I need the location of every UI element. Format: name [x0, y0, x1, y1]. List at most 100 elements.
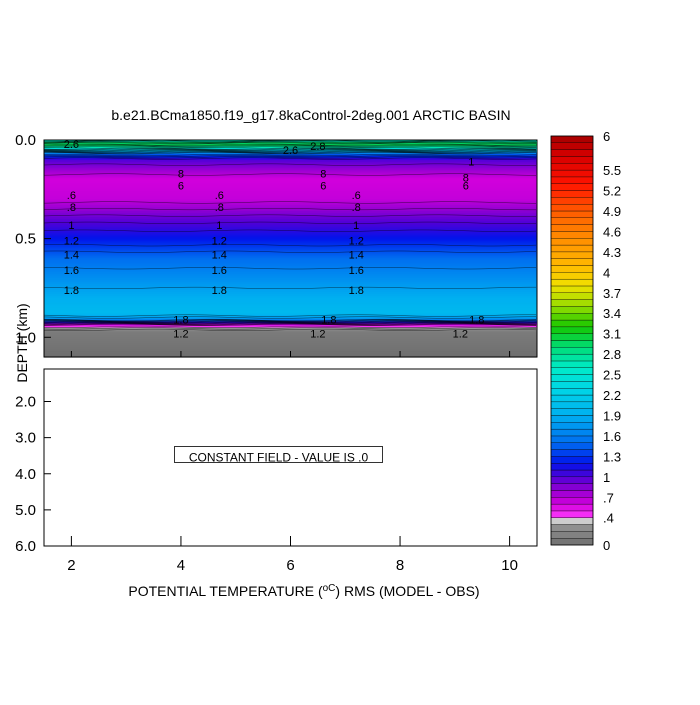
heatmap-band: [44, 313, 537, 317]
colorbar-swatch: [550, 231, 594, 239]
colorbar-swatch: [550, 285, 594, 293]
colorbar-label: 2.2: [603, 388, 621, 403]
heatmap-band: [44, 250, 537, 254]
heatmap-band: [44, 274, 537, 277]
colorbar-label: 3.4: [603, 306, 621, 321]
contour-line: [43, 323, 537, 326]
colorbar-label: 4.3: [603, 245, 621, 260]
colorbar-swatch: [550, 531, 594, 539]
heatmap-band: [44, 149, 537, 153]
colorbar-label: 4.9: [603, 204, 621, 219]
colorbar-swatch: [550, 244, 594, 253]
colorbar-swatch: [550, 156, 594, 164]
colorbar: 6 5.5 5.2 4.9 4.6 4.3 4 3.7 3.4 3.1 2.8 2.5 2.2 1.9 1.…: [550, 129, 621, 553]
heatmap-band: [44, 339, 537, 342]
contour-label: 1.2: [349, 236, 364, 248]
colorbar-swatch: [550, 238, 594, 246]
heatmap-band: [44, 331, 537, 334]
heatmap-band: [44, 214, 537, 218]
heatmap-band: [44, 285, 537, 289]
heatmap-band: [44, 323, 537, 327]
colorbar-swatch: [550, 428, 594, 437]
colorbar-swatch: [550, 183, 594, 191]
contour-line: [43, 201, 537, 204]
contour-line: [43, 152, 537, 155]
colorbar-swatch: [550, 210, 594, 218]
heatmap-band: [44, 343, 537, 346]
heatmap-band: [44, 299, 537, 303]
heatmap-band: [44, 211, 537, 214]
contour-line: [43, 318, 537, 322]
heatmap-band: [44, 201, 537, 204]
colorbar-swatch: [550, 422, 594, 430]
heatmap-band: [44, 238, 537, 242]
contour-line: [43, 140, 537, 143]
heatmap-band: [44, 329, 537, 332]
heatmap-band: [44, 145, 537, 149]
y-axis-label: DEPTH (km): [14, 303, 30, 382]
heatmap-band: [44, 240, 537, 244]
heatmap-band: [44, 266, 537, 269]
contour-line: [43, 328, 537, 331]
heatmap-band: [44, 193, 537, 196]
heatmap-band: [44, 222, 537, 226]
colorbar-swatch: [550, 190, 594, 198]
y-tick-label: 2.0: [15, 394, 36, 411]
heatmap-band: [44, 224, 537, 228]
heatmap-band: [44, 248, 537, 252]
contour-line: [43, 320, 537, 323]
y-tick-label: 6.0: [15, 538, 36, 555]
contour-label: 1.4: [64, 249, 79, 261]
colorbar-swatch: [550, 449, 594, 457]
heatmap-band: [44, 315, 537, 319]
heatmap-band: [44, 280, 537, 283]
colorbar-swatch: [550, 258, 594, 266]
contour-line: [43, 151, 537, 154]
colorbar-swatch: [550, 326, 594, 334]
colorbar-swatch: [550, 435, 594, 443]
heatmap-band: [44, 276, 537, 279]
contour-line: [43, 221, 537, 224]
contour-line: [43, 316, 537, 319]
heatmap-band: [44, 303, 537, 307]
contour-label: .8: [215, 202, 224, 214]
contour-line: [43, 150, 537, 153]
colorbar-swatch: [550, 176, 594, 184]
contour-line: [43, 142, 537, 145]
heatmap-band: [44, 228, 537, 232]
heatmap-band: [44, 307, 537, 311]
contour-label: 1: [216, 220, 222, 232]
contour-line: [43, 149, 537, 152]
heatmap-band: [44, 232, 537, 236]
heatmap-band: [44, 167, 537, 171]
colorbar-swatch: [550, 163, 594, 171]
x-axis-label-unit: oC: [323, 583, 336, 594]
colorbar-label: 2.8: [603, 347, 621, 362]
contour-line: [43, 173, 537, 176]
heatmap-band: [44, 345, 537, 348]
contour-line: [43, 250, 537, 253]
heatmap-band: [44, 293, 537, 297]
colorbar-label: 1.3: [603, 449, 621, 464]
contour-label: .6: [215, 190, 224, 202]
heatmap-band: [44, 169, 537, 173]
heatmap-band: [44, 199, 537, 202]
colorbar-label: .4: [603, 511, 614, 526]
colorbar-swatch: [550, 463, 594, 471]
heatmap-band: [44, 311, 537, 315]
contour-label: .8: [67, 202, 76, 214]
heatmap-band: [44, 155, 537, 159]
contour-line: [43, 319, 537, 323]
heatmap-band: [44, 175, 537, 179]
heatmap-band: [44, 205, 537, 208]
colorbar-label: .7: [603, 490, 614, 505]
contour-line: [43, 322, 537, 325]
contour-line: [43, 146, 537, 149]
heatmap-band: [44, 327, 537, 330]
heatmap-band: [44, 143, 537, 147]
contour-line: [43, 144, 537, 147]
contour-label: 1.8: [321, 315, 336, 327]
upper-panel: 2.6 2.6 2.818 8 86 6 6.6.6.6.8.8.81 1 11.2 1.2 1.2…: [15, 132, 538, 358]
contour-line: [43, 214, 537, 217]
